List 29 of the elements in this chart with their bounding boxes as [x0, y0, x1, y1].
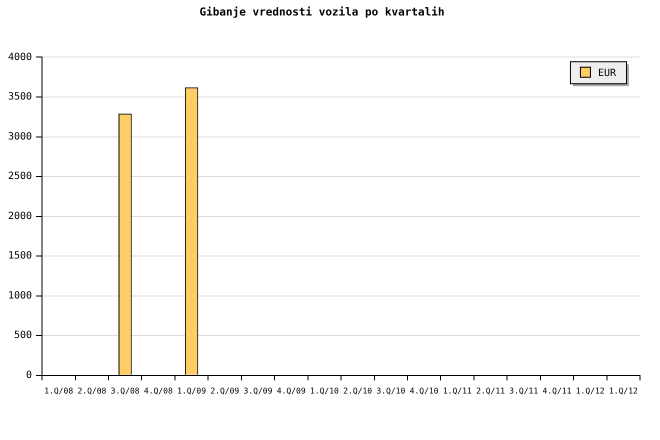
chart-title: Gibanje vrednosti vozila po kvartalih [199, 5, 445, 18]
x-tick-label: 2.Q/10 [343, 386, 372, 396]
y-tick-label: 1500 [8, 250, 32, 262]
x-tick-label: 4.Q/08 [144, 386, 173, 396]
x-tick-label: 3.Q/09 [244, 386, 273, 396]
y-tick-label: 500 [14, 330, 32, 342]
x-tick-label: 3.Q/10 [376, 386, 406, 396]
x-tick-label: 1.Q/10 [310, 386, 340, 396]
x-tick-label: 4.Q/10 [410, 386, 439, 396]
y-tick-label: 2500 [8, 171, 32, 182]
x-tick-label: 1.Q/09 [177, 386, 206, 396]
x-tick-label: 1.Q/08 [44, 386, 74, 396]
x-tick-label: 1.Q/12 [576, 386, 605, 396]
x-tick-label: 4.Q/11 [542, 386, 572, 396]
x-tick-label: 1.Q/11 [442, 386, 472, 396]
y-tick-label: 4000 [8, 52, 32, 63]
x-tick-label: 3.Q/11 [509, 386, 538, 396]
x-tick-label: 2.Q/08 [77, 386, 107, 396]
x-tick-label: 1.Q/12 [608, 386, 638, 396]
y-tick-label: 2000 [8, 210, 32, 222]
y-tick-label: 0 [26, 370, 32, 381]
legend-label: EUR [598, 68, 617, 79]
x-tick-label: 2.Q/11 [476, 386, 506, 396]
x-tick-label: 2.Q/09 [210, 386, 240, 396]
x-tick-label: 3.Q/08 [110, 386, 140, 396]
y-tick-label: 1000 [8, 290, 32, 302]
x-tick-label: 4.Q/09 [276, 386, 306, 396]
y-tick-label: 3500 [8, 92, 32, 103]
y-tick-label: 3000 [8, 131, 32, 142]
